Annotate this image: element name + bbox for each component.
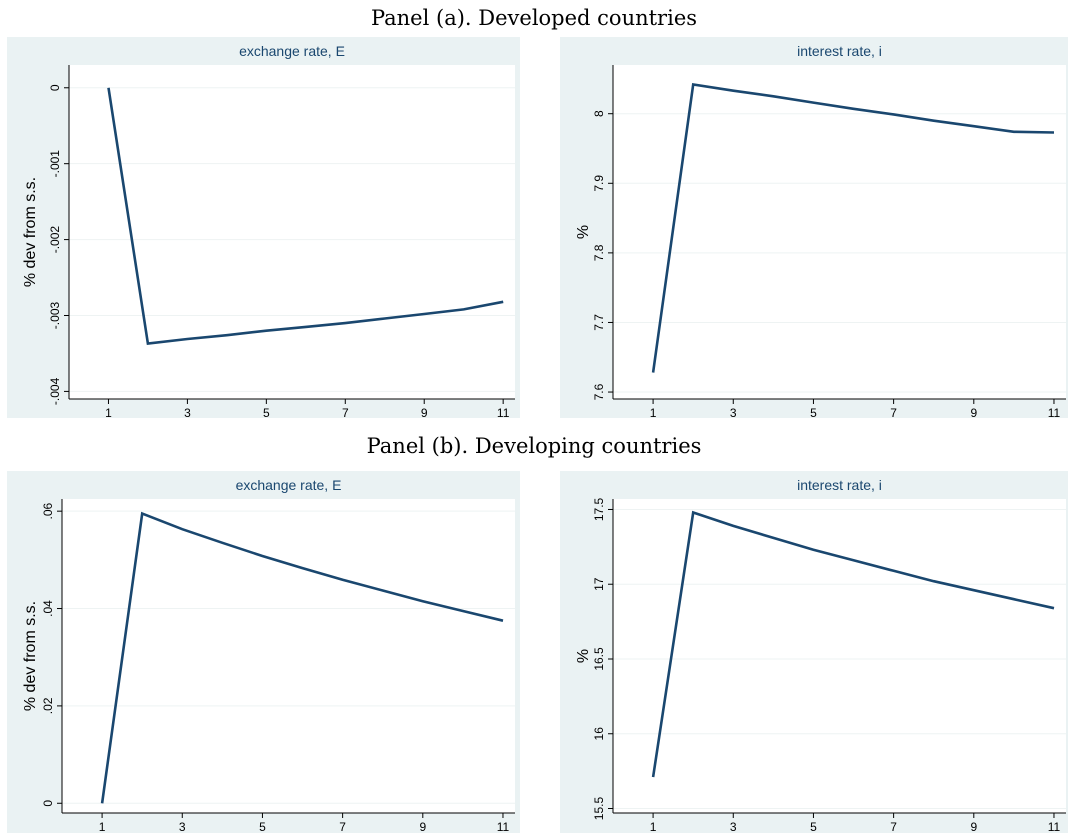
y-axis-label: % dev from s.s. bbox=[22, 177, 39, 287]
y-tick-label: -.002 bbox=[48, 226, 62, 254]
y-axis-label: % dev from s.s. bbox=[22, 601, 39, 711]
x-tick-label: 5 bbox=[810, 406, 817, 418]
y-tick-label: .04 bbox=[41, 600, 55, 617]
x-tick-label: 5 bbox=[263, 406, 270, 418]
x-tick-label: 11 bbox=[497, 406, 510, 418]
y-tick-label: -.004 bbox=[48, 377, 62, 405]
y-tick-label: 16.5 bbox=[592, 647, 606, 671]
y-tick-label: -.001 bbox=[48, 150, 62, 178]
plot-area bbox=[613, 65, 1066, 399]
y-tick-label: 16 bbox=[592, 727, 606, 741]
y-tick-label: 7.9 bbox=[592, 175, 606, 192]
series-line bbox=[651, 83, 1055, 373]
y-tick-label: 17.5 bbox=[592, 497, 606, 521]
x-tick-label: 9 bbox=[419, 820, 426, 833]
x-tick-label: 5 bbox=[259, 820, 266, 833]
x-tick-label: 3 bbox=[179, 820, 186, 833]
x-tick-label: 9 bbox=[970, 820, 977, 833]
y-tick-label: .06 bbox=[41, 503, 55, 520]
x-tick-label: 11 bbox=[1048, 406, 1061, 418]
x-tick-label: 7 bbox=[890, 406, 897, 418]
y-tick-label: 8 bbox=[592, 110, 606, 117]
x-tick-label: 9 bbox=[970, 406, 977, 418]
chart-title: interest rate, i bbox=[797, 477, 882, 493]
x-tick-label: 1 bbox=[105, 406, 112, 418]
panel-b-title: Panel (b). Developing countries bbox=[366, 434, 702, 458]
x-tick-label: 3 bbox=[730, 820, 737, 833]
x-tick-label: 7 bbox=[342, 406, 349, 418]
y-tick-label: .02 bbox=[41, 697, 55, 714]
plot-area bbox=[613, 499, 1066, 813]
x-tick-label: 5 bbox=[810, 820, 817, 833]
plot-area bbox=[69, 65, 515, 399]
chart-exchange-rate-developed: 0 -.001 -.002 -.003 -.004 1 3 5 7 9 11 exchange rat… bbox=[7, 37, 520, 418]
y-tick-label: 0 bbox=[48, 84, 62, 91]
x-tick-label: 1 bbox=[99, 820, 106, 833]
x-tick-label: 7 bbox=[890, 820, 897, 833]
plot-area bbox=[62, 499, 515, 813]
x-tick-label: 7 bbox=[339, 820, 346, 833]
y-tick-label: 15.5 bbox=[592, 797, 606, 821]
y-tick-label: 7.7 bbox=[592, 314, 606, 331]
chart-title: interest rate, i bbox=[797, 43, 882, 59]
panel-a-title: Panel (a). Developed countries bbox=[370, 6, 698, 30]
x-tick-label: 11 bbox=[497, 820, 510, 833]
y-tick-label: 0 bbox=[41, 800, 55, 807]
series-line bbox=[100, 511, 504, 804]
x-tick-label: 3 bbox=[730, 406, 737, 418]
y-tick-label: 17 bbox=[592, 577, 606, 591]
chart-title: exchange rate, E bbox=[236, 477, 342, 493]
series-line bbox=[107, 87, 504, 346]
series-line bbox=[651, 510, 1055, 778]
x-tick-label: 11 bbox=[1048, 820, 1061, 833]
chart-title: exchange rate, E bbox=[239, 43, 345, 59]
y-tick-label: 7.8 bbox=[592, 244, 606, 261]
x-tick-label: 3 bbox=[184, 406, 191, 418]
y-tick-label: -.003 bbox=[48, 302, 62, 330]
x-tick-label: 1 bbox=[650, 406, 657, 418]
x-tick-label: 9 bbox=[421, 406, 428, 418]
y-axis-label: % bbox=[575, 225, 592, 239]
y-tick-label: 7.6 bbox=[592, 383, 606, 400]
y-axis-label: % bbox=[575, 649, 592, 663]
x-tick-label: 1 bbox=[650, 820, 657, 833]
